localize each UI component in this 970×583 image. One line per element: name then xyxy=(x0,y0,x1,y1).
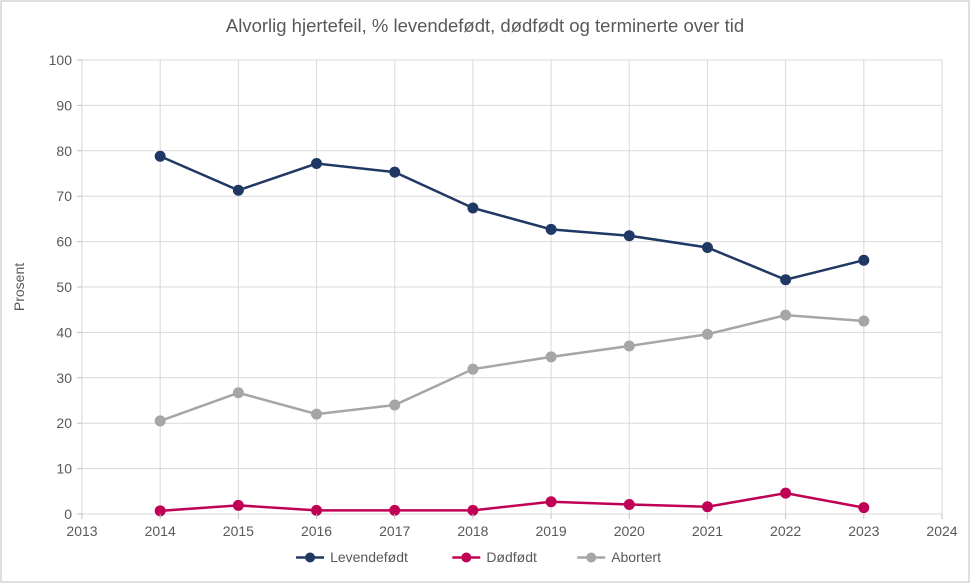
x-tick-label: 2019 xyxy=(536,523,567,539)
y-tick-label: 60 xyxy=(56,234,72,250)
x-tick-label: 2022 xyxy=(770,523,801,539)
x-tick-label: 2013 xyxy=(66,523,97,539)
data-point xyxy=(155,151,165,161)
chart-title: Alvorlig hjertefeil, % levendefødt, dødf… xyxy=(226,15,744,36)
data-point xyxy=(390,400,400,410)
y-tick-label: 50 xyxy=(56,279,72,295)
data-point xyxy=(155,416,165,426)
series-dødfødt xyxy=(155,488,869,516)
data-point xyxy=(859,255,869,265)
series-levendefødt xyxy=(155,151,869,284)
chart-container: Alvorlig hjertefeil, % levendefødt, dødf… xyxy=(0,0,970,583)
data-point xyxy=(312,159,322,169)
data-point xyxy=(859,316,869,326)
data-point xyxy=(468,364,478,374)
x-tick-label: 2021 xyxy=(692,523,723,539)
y-tick-label: 0 xyxy=(64,506,72,522)
data-point xyxy=(624,499,634,509)
data-point xyxy=(781,310,791,320)
chart-outer-border xyxy=(1,1,969,582)
y-tick-label: 20 xyxy=(56,415,72,431)
x-tick-label: 2023 xyxy=(848,523,879,539)
data-point xyxy=(624,231,634,241)
legend-label: Levendefødt xyxy=(330,549,408,565)
y-tick-label: 40 xyxy=(56,324,72,340)
y-tick-label: 30 xyxy=(56,370,72,386)
y-tick-label: 10 xyxy=(56,461,72,477)
data-point xyxy=(702,243,712,253)
x-tick-label: 2024 xyxy=(926,523,957,539)
data-point xyxy=(546,352,556,362)
x-tick-label: 2016 xyxy=(301,523,332,539)
data-point xyxy=(390,167,400,177)
data-point xyxy=(390,505,400,515)
data-point xyxy=(702,329,712,339)
data-point xyxy=(781,275,791,285)
y-tick-label: 100 xyxy=(49,52,73,68)
data-point xyxy=(546,497,556,507)
legend-label: Dødfødt xyxy=(486,549,537,565)
legend-item: Dødfødt xyxy=(452,549,537,565)
data-point xyxy=(233,500,243,510)
y-tick-label: 70 xyxy=(56,188,72,204)
legend: Levendefødt Dødfødt Abortert xyxy=(296,549,661,565)
y-axis-title: Prosent xyxy=(11,263,27,311)
x-tick-label: 2017 xyxy=(379,523,410,539)
data-point xyxy=(702,502,712,512)
data-point xyxy=(312,409,322,419)
x-axis-ticks: 2013 2014 2015 2016 2017 2018 2019 2020 2021 2022… xyxy=(66,514,957,539)
data-point xyxy=(312,505,322,515)
data-point xyxy=(546,224,556,234)
data-point xyxy=(468,203,478,213)
line-chart: Alvorlig hjertefeil, % levendefødt, dødf… xyxy=(0,0,970,583)
legend-label: Abortert xyxy=(611,549,661,565)
x-tick-label: 2014 xyxy=(145,523,176,539)
series-group xyxy=(155,151,869,516)
x-tick-label: 2015 xyxy=(223,523,254,539)
x-tick-label: 2020 xyxy=(614,523,645,539)
legend-item: Abortert xyxy=(577,549,661,565)
y-tick-label: 80 xyxy=(56,143,72,159)
horizontal-gridlines xyxy=(82,60,942,514)
plot-area xyxy=(82,60,942,516)
data-point xyxy=(468,505,478,515)
data-point xyxy=(233,388,243,398)
data-point xyxy=(859,503,869,513)
y-tick-label: 90 xyxy=(56,97,72,113)
data-point xyxy=(624,341,634,351)
legend-item: Levendefødt xyxy=(296,549,408,565)
x-tick-label: 2018 xyxy=(457,523,488,539)
data-point xyxy=(781,488,791,498)
data-point xyxy=(233,185,243,195)
y-axis-ticks: 0 10 20 30 40 50 60 70 80 90 100 xyxy=(49,52,82,522)
series-abortert xyxy=(155,310,869,426)
